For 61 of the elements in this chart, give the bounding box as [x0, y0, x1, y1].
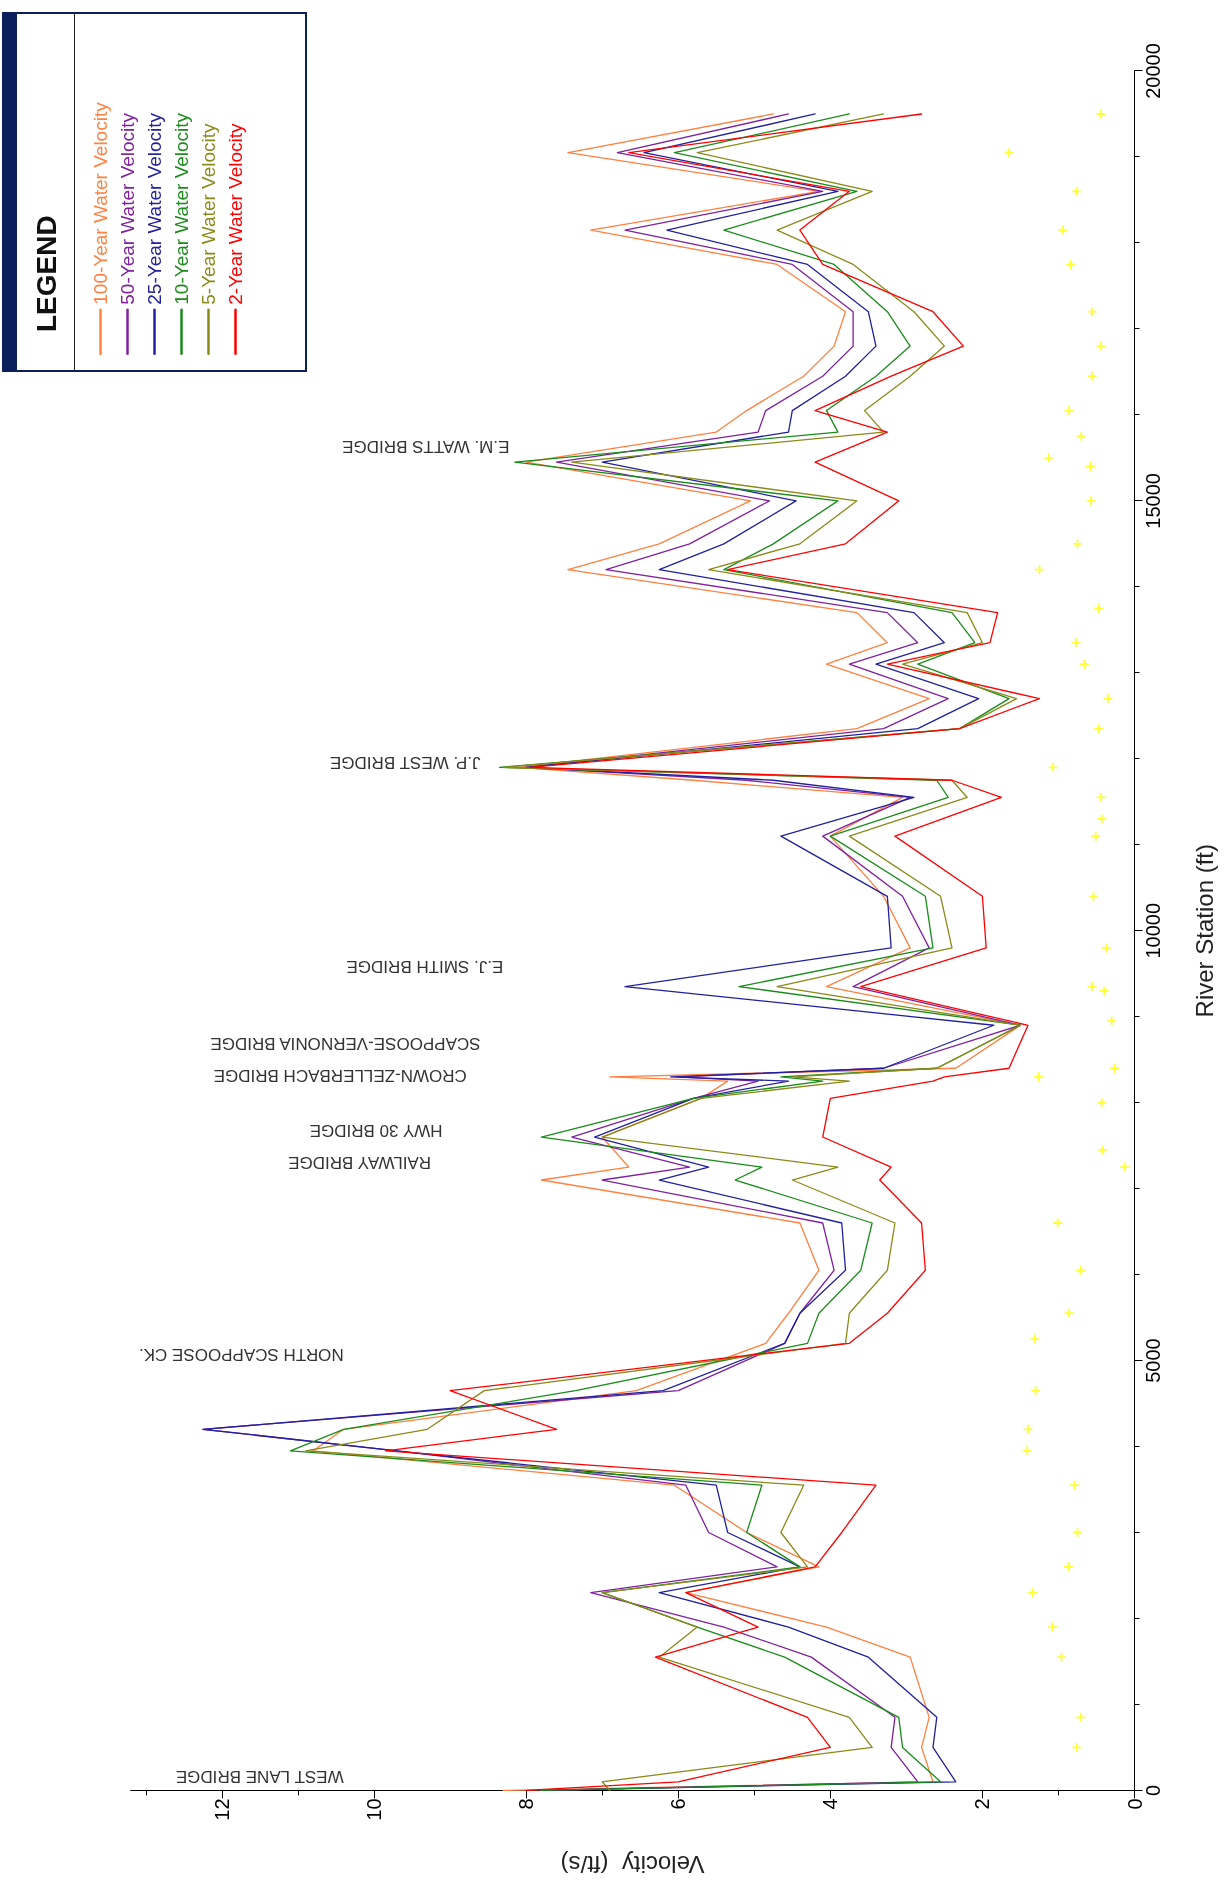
point — [1087, 371, 1097, 381]
point — [1053, 1218, 1063, 1228]
point — [1094, 603, 1104, 613]
point — [1023, 1424, 1033, 1434]
point — [1101, 943, 1111, 953]
point — [1087, 307, 1097, 317]
point — [1076, 431, 1086, 441]
point — [1072, 186, 1082, 196]
x-tick-label: 10 — [363, 1798, 386, 1821]
point — [1047, 1622, 1057, 1632]
annotation: RAILWAY BRIDGE — [288, 1152, 432, 1172]
point — [1071, 638, 1081, 648]
text: 50-Year Water Velocity — [117, 112, 138, 305]
y-axis-title: River Station (ft) — [1191, 844, 1218, 1018]
point — [1058, 225, 1068, 235]
text: 2-Year Water Velocity — [225, 122, 246, 305]
point — [1064, 1308, 1074, 1318]
point — [1096, 109, 1106, 119]
point — [1031, 1386, 1041, 1396]
annotation: E.J. SMITH BRIDGE — [346, 957, 504, 977]
x-tick-label: 0 — [1123, 1798, 1146, 1810]
point — [1086, 496, 1096, 506]
text: 100-Year Water Velocity — [90, 101, 111, 305]
point — [1094, 724, 1104, 734]
annotation: E.M. WATTS BRIDGE — [342, 436, 510, 456]
point — [1063, 1562, 1073, 1572]
point — [1107, 1016, 1117, 1026]
x-tick-label: 4 — [819, 1798, 842, 1810]
point — [1034, 1072, 1044, 1082]
text: 5-Year Water Velocity — [198, 122, 219, 305]
point — [1004, 148, 1014, 158]
annotation: SCAPPOOSE-VERNONIA BRIDGE — [210, 1033, 481, 1053]
y-tick-label: 0 — [1141, 1784, 1164, 1796]
x-tick-label: 2 — [971, 1798, 994, 1810]
point — [1022, 1446, 1032, 1456]
point — [1099, 986, 1109, 996]
annotation: J.P. WEST BRIDGE — [329, 752, 481, 772]
annotation: CROWN-ZELLERBACH BRIDGE — [213, 1065, 467, 1085]
y-tick-label: 15000 — [1141, 473, 1164, 529]
x-tick-label: 8 — [515, 1798, 538, 1810]
x-axis-title: Velocity (ft/s) — [560, 1850, 705, 1878]
point — [1091, 831, 1101, 841]
point — [1120, 1162, 1130, 1172]
y-tick-label: 5000 — [1141, 1338, 1164, 1383]
point — [1097, 1098, 1107, 1108]
text: 25-Year Water Velocity — [144, 112, 165, 305]
y-tick-label: 20000 — [1141, 43, 1164, 99]
x-tick-label: 12 — [210, 1798, 233, 1821]
annotation: WEST LANE BRIDGE — [175, 1767, 344, 1787]
point — [1079, 659, 1089, 669]
point — [1110, 1063, 1120, 1073]
legend-title: LEGEND — [30, 215, 62, 332]
annotation: NORTH SCAPPOOSE CK. — [138, 1345, 344, 1365]
text: 10-Year Water Velocity — [171, 112, 192, 305]
annotation: HWY 30 BRIDGE — [309, 1120, 443, 1140]
y-tick-label: 10000 — [1141, 902, 1164, 959]
point — [1048, 762, 1058, 772]
point — [1097, 814, 1107, 824]
x-tick-label: 6 — [667, 1798, 690, 1810]
point — [1096, 341, 1106, 351]
point — [1030, 1334, 1040, 1344]
